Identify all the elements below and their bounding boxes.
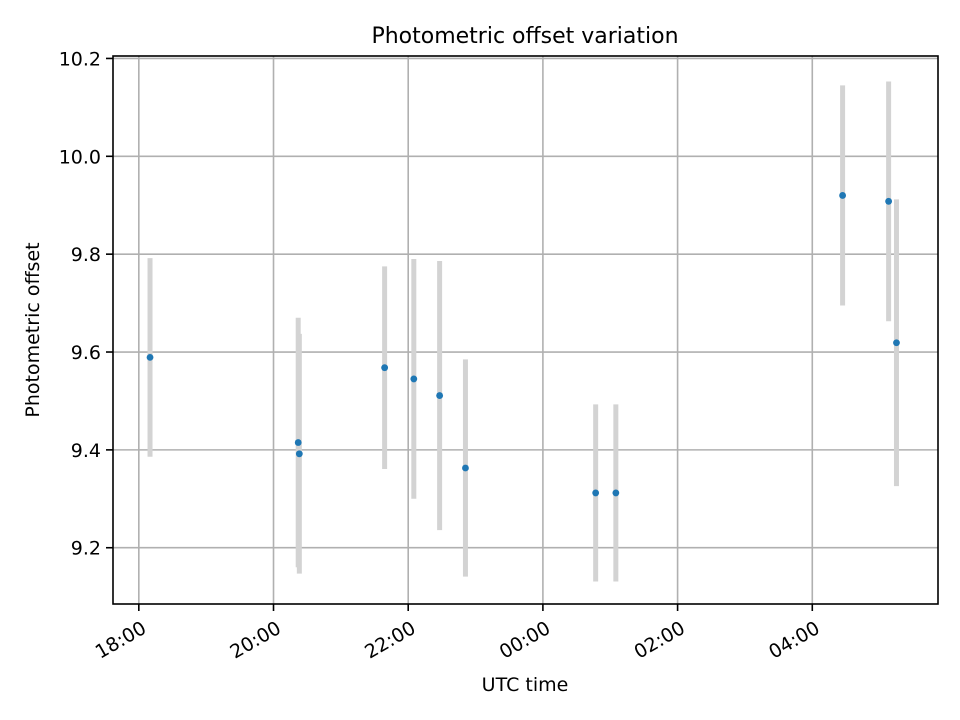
data-point	[885, 197, 893, 205]
data-point	[436, 392, 444, 399]
x-axis-label: UTC time	[482, 674, 569, 696]
y-tick-label: 10.2	[59, 48, 101, 70]
data-point	[839, 192, 846, 199]
y-axis-ticks: 9.2 9.4 9.6 9.8 10.0 10.2	[59, 48, 113, 560]
data-point	[295, 450, 303, 458]
y-tick-label: 9.2	[71, 538, 101, 560]
data-point	[294, 439, 302, 446]
x-tick-label: 04:00	[765, 617, 823, 663]
data-point	[592, 489, 600, 497]
x-axis-ticks: 18:00 20:00 22:00 00:00 02:00 04:00	[92, 604, 824, 663]
y-tick-label: 10.0	[59, 146, 101, 168]
data-point	[612, 489, 620, 497]
marker-layer	[146, 192, 900, 497]
data-point	[381, 364, 389, 372]
y-tick-label: 9.8	[71, 244, 101, 266]
data-point	[410, 375, 418, 383]
x-tick-label: 22:00	[361, 617, 419, 663]
x-tick-label: 20:00	[226, 617, 284, 663]
data-point	[146, 354, 154, 361]
data-point	[462, 464, 469, 472]
plot-frame	[112, 55, 939, 605]
y-tick-label: 9.4	[71, 440, 101, 462]
data-point	[893, 339, 900, 347]
x-tick-label: 02:00	[630, 617, 688, 663]
x-tick-label: 18:00	[92, 617, 150, 663]
y-tick-label: 9.6	[71, 342, 101, 364]
grid-layer	[113, 56, 938, 604]
x-tick-label: 00:00	[496, 617, 554, 663]
chart-title: Photometric offset variation	[371, 24, 678, 49]
y-axis-label: Photometric offset	[22, 242, 44, 417]
